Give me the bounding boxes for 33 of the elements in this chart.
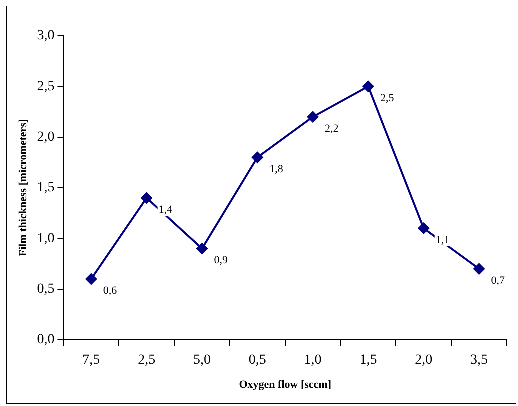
data-label: 0,6 — [103, 285, 118, 298]
point — [140, 192, 153, 204]
data-label: 0,7 — [491, 274, 506, 287]
y-tick-label: 0,0 — [37, 332, 55, 348]
x-tick-label: 5,0 — [193, 353, 211, 368]
point — [252, 152, 264, 164]
point — [362, 80, 374, 93]
y-tick-label: 1,5 — [37, 180, 55, 196]
x-tick-label: 2,0 — [415, 353, 433, 368]
data-label: 1,1 — [436, 234, 450, 246]
point — [418, 222, 430, 235]
y-tick-label: 2,5 — [37, 79, 55, 94]
x-tick-label: 3,5 — [470, 353, 488, 368]
point — [307, 111, 320, 124]
x-axis-title: Oxygen flow [sccm] — [239, 379, 332, 392]
y-tick-label: 2,0 — [37, 130, 55, 146]
x-tick-label: 1,0 — [304, 353, 322, 368]
x-tick-label: 0,5 — [248, 353, 266, 368]
data-label: 1,4 — [158, 204, 174, 216]
y-axis-title: Film thickness [micrometers] — [17, 119, 30, 257]
y-tick-label: 1,0 — [37, 231, 55, 246]
point — [85, 273, 98, 286]
point — [473, 263, 486, 276]
y-tick-label: 3,0 — [37, 28, 55, 44]
data-label: 2,2 — [325, 122, 339, 135]
y-tick-label: 0,5 — [37, 282, 55, 298]
x-tick-label: 7,5 — [82, 353, 100, 368]
data-label: 1,8 — [270, 163, 284, 176]
x-tick-label: 2,5 — [138, 353, 156, 368]
data-label: 2,5 — [380, 92, 395, 105]
point — [196, 242, 208, 255]
data-label: 0,9 — [214, 254, 228, 267]
x-tick-label: 1,5 — [360, 353, 378, 368]
